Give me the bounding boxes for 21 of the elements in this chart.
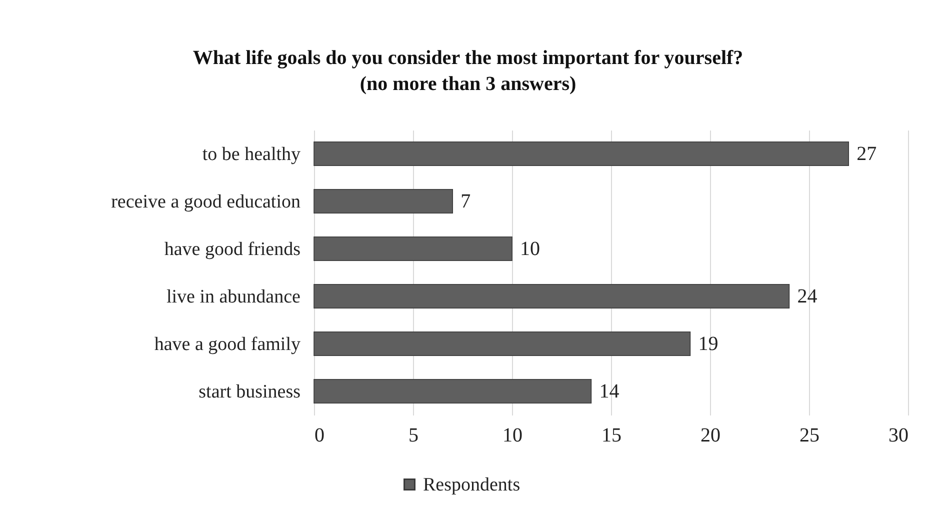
- data-label: 7: [460, 190, 471, 212]
- y-tick-label: have a good family: [154, 334, 301, 355]
- x-tick-label: 5: [408, 424, 418, 446]
- legend-label: Respondents: [423, 474, 520, 496]
- x-tick-label: 30: [888, 424, 908, 446]
- chart-title: What life goals do you consider the most important for yourself? (no more than 3 answers): [192, 47, 744, 95]
- y-tick-label: live in abundance: [166, 286, 300, 308]
- y-tick-label: start business: [198, 381, 300, 402]
- data-label: 24: [797, 285, 818, 308]
- x-tick-label: 15: [602, 424, 622, 446]
- x-tick-label: 25: [800, 424, 820, 446]
- y-tick-label: have good friends: [164, 238, 300, 260]
- y-tick-label: receive a good education: [111, 191, 301, 212]
- data-label: 19: [698, 332, 718, 355]
- x-tick-label: 0: [314, 424, 324, 446]
- data-label: 10: [520, 238, 540, 260]
- data-label: 27: [856, 142, 877, 165]
- x-tick-label: 20: [700, 424, 720, 446]
- x-tick-label: 10: [502, 424, 522, 446]
- data-label: 14: [599, 380, 620, 402]
- y-tick-label: to be healthy: [202, 144, 301, 165]
